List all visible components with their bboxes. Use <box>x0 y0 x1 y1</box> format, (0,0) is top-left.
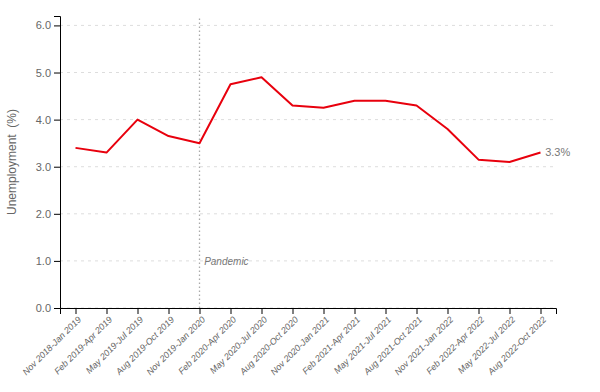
x-tick: Nov 2018-Jan 2019 <box>21 308 84 377</box>
y-tick-mark <box>54 308 60 309</box>
chart-container: 0.01.02.03.04.05.06.0Nov 2018-Jan 2019Fe… <box>0 0 600 392</box>
x-tick: Feb 2021-Apr 2021 <box>300 308 362 376</box>
x-tick-label: Nov 2021-Jan 2022 <box>393 314 456 377</box>
grid-line <box>60 166 556 167</box>
plot-area <box>76 16 541 308</box>
x-tick-label: Aug 2019-Oct 2019 <box>113 314 176 377</box>
x-tick-label: Feb 2020-Apr 2020 <box>176 314 238 376</box>
x-tick-mark <box>200 308 201 314</box>
y-tick-label: 3.0 <box>36 161 51 173</box>
y-tick-label: 4.0 <box>36 114 51 126</box>
x-tick-mark <box>479 308 480 314</box>
x-tick: Aug 2020-Oct 2020 <box>237 308 300 377</box>
x-tick: Aug 2022-Oct 2022 <box>485 308 548 377</box>
grid-line <box>60 72 556 73</box>
y-tick: 4.0 <box>36 114 60 126</box>
x-tick-mark <box>138 308 139 314</box>
x-tick-mark <box>169 308 170 314</box>
chart-svg: 0.01.02.03.04.05.06.0Nov 2018-Jan 2019Fe… <box>0 0 600 392</box>
x-tick-label: Aug 2022-Oct 2022 <box>485 314 548 377</box>
x-tick: May 2021-Jul 2021 <box>332 308 393 376</box>
y-axis-title: Unemployment (%) <box>5 109 19 215</box>
y-tick: 2.0 <box>36 208 60 220</box>
x-tick-label: May 2020-Jul 2020 <box>208 314 269 375</box>
x-tick-label: Nov 2019-Jan 2020 <box>145 314 208 377</box>
y-tick: 3.0 <box>36 161 60 173</box>
x-axis-line <box>61 309 557 315</box>
x-tick: May 2019-Jul 2019 <box>84 308 145 376</box>
y-tick-mark <box>54 214 60 215</box>
x-tick-mark <box>76 308 77 314</box>
y-tick-mark <box>54 120 60 121</box>
y-axis-line <box>54 17 61 309</box>
annotation-line <box>199 16 200 308</box>
x-tick-label: Aug 2021-Oct 2021 <box>361 314 424 377</box>
y-tick-label: 0.0 <box>36 302 51 314</box>
x-tick-label: Nov 2020-Jan 2021 <box>269 314 332 377</box>
x-tick-label: Nov 2018-Jan 2019 <box>21 314 84 377</box>
grid-line <box>60 25 556 26</box>
y-tick-mark <box>54 25 60 26</box>
x-axis: Nov 2018-Jan 2019Feb 2019-Apr 2019May 20… <box>21 308 557 377</box>
x-tick: Nov 2020-Jan 2021 <box>269 308 332 377</box>
y-tick-mark <box>54 167 60 168</box>
x-tick-label: Feb 2021-Apr 2021 <box>300 314 362 376</box>
grid-line <box>60 119 556 120</box>
x-tick: May 2020-Jul 2020 <box>208 308 269 376</box>
y-tick: 5.0 <box>36 67 60 79</box>
x-tick-mark <box>293 308 294 314</box>
y-tick-label: 5.0 <box>36 67 51 79</box>
x-tick: Feb 2022-Apr 2022 <box>424 308 486 376</box>
x-tick: Feb 2019-Apr 2019 <box>52 308 114 376</box>
x-tick: Nov 2021-Jan 2022 <box>393 308 456 377</box>
y-tick: 1.0 <box>36 255 60 267</box>
x-tick-mark <box>448 308 449 314</box>
x-tick: Aug 2021-Oct 2021 <box>361 308 424 377</box>
x-tick-mark <box>231 308 232 314</box>
x-tick-label: May 2022-Jul 2022 <box>456 314 517 375</box>
x-tick-label: Feb 2022-Apr 2022 <box>424 314 486 376</box>
y-tick-label: 2.0 <box>36 208 51 220</box>
y-axis: 0.0 1.0 2.0 3.0 4.0 5.0 6.0 <box>36 17 61 315</box>
x-tick-mark <box>262 308 263 314</box>
grid-line <box>60 213 556 214</box>
annotation: Pandemic <box>204 256 248 267</box>
y-tick-mark <box>54 261 60 262</box>
y-tick: 0.0 <box>36 302 60 314</box>
x-tick: May 2022-Jul 2022 <box>456 308 517 376</box>
y-tick-label: 6.0 <box>36 19 51 31</box>
y-tick-label: 1.0 <box>36 255 51 267</box>
x-tick-label: May 2021-Jul 2021 <box>332 314 393 375</box>
x-tick-label: Aug 2020-Oct 2020 <box>237 314 300 377</box>
y-tick: 6.0 <box>36 19 60 31</box>
data-line <box>76 77 541 162</box>
x-tick-label: May 2019-Jul 2019 <box>84 314 145 375</box>
x-tick: Aug 2019-Oct 2019 <box>113 308 176 377</box>
x-tick-mark <box>510 308 511 314</box>
annotations: Pandemic 3.3% <box>204 146 570 267</box>
x-tick-mark <box>417 308 418 314</box>
x-tick-mark <box>355 308 356 314</box>
x-tick-mark <box>107 308 108 314</box>
x-tick-mark <box>386 308 387 314</box>
x-tick: Nov 2019-Jan 2020 <box>145 308 208 377</box>
x-tick-mark <box>541 308 542 314</box>
x-tick-mark <box>324 308 325 314</box>
x-tick-label: Feb 2019-Apr 2019 <box>52 314 114 376</box>
grid-line <box>60 260 556 261</box>
annotation: 3.3% <box>545 146 570 158</box>
grid <box>60 25 556 308</box>
x-tick: Feb 2020-Apr 2020 <box>176 308 238 376</box>
y-tick-mark <box>54 73 60 74</box>
